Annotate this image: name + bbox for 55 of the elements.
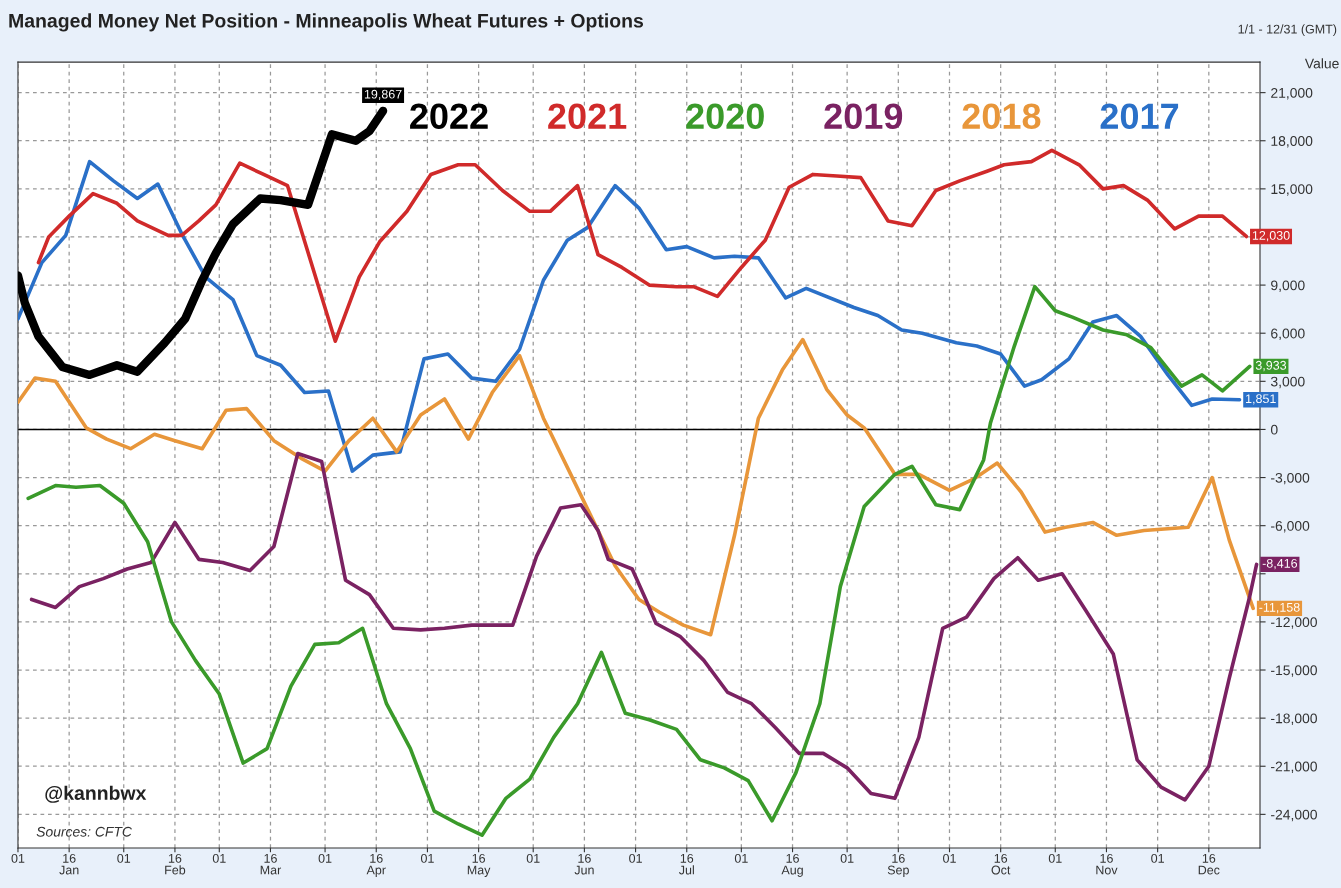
x-tick-label: 16 May bbox=[467, 853, 491, 877]
text: 2020 bbox=[686, 103, 764, 130]
chart-title: Managed Money Net Position - Minneapolis Wheat Futures + Options bbox=[9, 13, 644, 32]
x-tick-label: 16 Jul bbox=[678, 853, 694, 875]
x-tick-label: 16 Jun bbox=[574, 853, 594, 875]
x-tick-label: 16 Feb bbox=[165, 853, 186, 875]
data-label: 19,867 bbox=[364, 89, 402, 101]
x-tick-label: 16 Oct bbox=[991, 853, 1011, 875]
x-tick-label: 01 bbox=[212, 853, 226, 863]
annotation: Sources: CFTC bbox=[36, 826, 132, 837]
y-tick-label: 3,000 bbox=[1270, 376, 1305, 389]
x-tick-label: 16 Mar bbox=[260, 853, 282, 875]
x-tick-label: 16 Dec bbox=[1198, 853, 1220, 875]
y-tick-label: -15,000 bbox=[1271, 665, 1317, 677]
x-tick-label: 01 bbox=[318, 853, 332, 863]
data-label: -11,158 bbox=[1259, 602, 1300, 614]
x-tick-label: 01 bbox=[117, 853, 131, 863]
text: 2019 bbox=[824, 103, 903, 130]
text: 2018 bbox=[962, 103, 1041, 130]
x-tick-label: 01 bbox=[420, 853, 434, 863]
y-tick-label: -21,000 bbox=[1271, 761, 1317, 774]
data-label: 1,851 bbox=[1246, 394, 1276, 405]
x-tick-label: 16 Jan bbox=[59, 853, 79, 875]
y-tick-label: -6,000 bbox=[1271, 521, 1310, 533]
annotation: @kannbwx bbox=[45, 785, 147, 803]
x-tick-label: 01 bbox=[629, 853, 642, 863]
y-tick-label: 9,000 bbox=[1271, 280, 1305, 292]
x-tick-label: 16 Sep bbox=[887, 853, 909, 877]
y-tick-label: 15,000 bbox=[1271, 184, 1313, 196]
data-label: 3,933 bbox=[1255, 360, 1287, 372]
y-axis-title: Value bbox=[1304, 58, 1339, 69]
x-tick-label: 01 bbox=[11, 853, 25, 863]
text: 1/1 - 12/31 (GMT) bbox=[1238, 24, 1337, 37]
y-tick-label: -3,000 bbox=[1271, 472, 1310, 485]
y-tick-label: 0 bbox=[1270, 424, 1278, 435]
legend-label: 2022 bbox=[410, 103, 488, 130]
y-tick-label: 21,000 bbox=[1271, 87, 1313, 100]
x-tick-label: 01 bbox=[526, 853, 540, 863]
text: 2017 bbox=[1100, 103, 1179, 130]
x-tick-label: 01 bbox=[734, 853, 748, 863]
y-tick-label: -24,000 bbox=[1271, 809, 1317, 822]
x-tick-label: 16 Apr bbox=[366, 853, 386, 877]
x-tick-label: 16 Aug bbox=[781, 853, 803, 877]
y-tick-label: 6,000 bbox=[1271, 328, 1305, 341]
x-tick-label: 01 bbox=[943, 853, 956, 863]
data-label: 12,030 bbox=[1252, 231, 1290, 242]
x-tick-label: 01 bbox=[840, 853, 854, 863]
x-tick-label: 16 Nov bbox=[1096, 853, 1118, 875]
y-tick-label: -12,000 bbox=[1271, 617, 1317, 629]
x-tick-label: 01 bbox=[1048, 853, 1062, 863]
y-tick-label: -18,000 bbox=[1271, 713, 1317, 725]
x-tick-label: 01 bbox=[1151, 853, 1164, 863]
series-label: 2021 bbox=[548, 103, 627, 130]
data-label: -8,416 bbox=[1262, 558, 1298, 570]
y-tick-label: 18,000 bbox=[1271, 136, 1313, 148]
